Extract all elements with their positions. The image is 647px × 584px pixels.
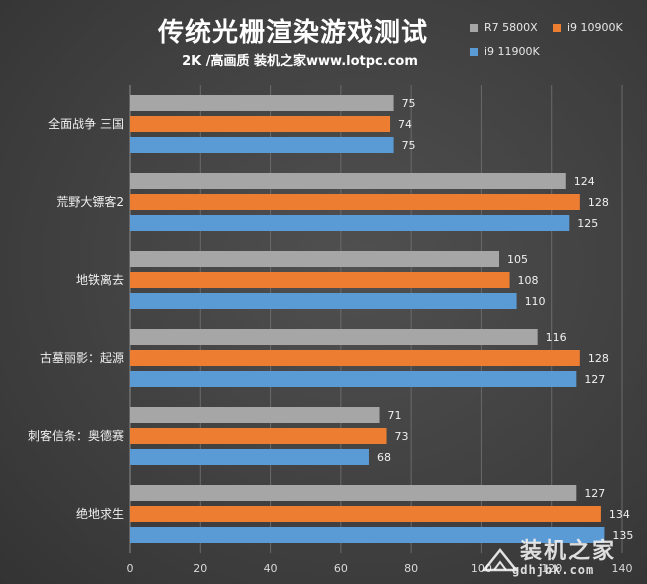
- bar: [130, 329, 538, 345]
- data-label: 128: [588, 196, 609, 209]
- bar: [130, 407, 380, 423]
- bar: [130, 137, 394, 153]
- category-label: 全面战争 三国: [48, 116, 124, 131]
- data-label: 116: [546, 331, 567, 344]
- data-label: 124: [574, 175, 595, 188]
- legend-label-i9-11900k: i9 11900K: [484, 45, 540, 58]
- data-label: 75: [402, 139, 416, 152]
- data-label: 75: [402, 97, 416, 110]
- x-tick-label-140: 140: [612, 562, 633, 575]
- bar: [130, 272, 510, 288]
- chart-subtitle: 2K /高画质 装机之家www.lotpc.com: [182, 54, 418, 69]
- x-tick-label-80: 80: [404, 562, 418, 575]
- x-tick-label-120: 120: [541, 562, 562, 575]
- bar: [130, 173, 566, 189]
- bar: [130, 449, 369, 465]
- x-tick-label-40: 40: [264, 562, 278, 575]
- data-label: 110: [525, 295, 546, 308]
- data-label: 134: [609, 508, 630, 521]
- x-tick-label-60: 60: [334, 562, 348, 575]
- bar: [130, 116, 391, 132]
- category-label: 古墓丽影：起源: [40, 350, 124, 365]
- chart-title: 传统光栅渲染游戏测试: [157, 18, 428, 48]
- data-label: 127: [584, 373, 605, 386]
- data-label: 127: [584, 487, 605, 500]
- bar: [130, 194, 580, 210]
- legend-item-i9-10900k: i9 10900K: [553, 21, 623, 34]
- bar: [130, 485, 577, 501]
- bar: [130, 95, 394, 111]
- category-label: 刺客信条：奥德赛: [28, 428, 124, 443]
- category-label: 地铁离去: [76, 272, 124, 287]
- bar: [130, 293, 517, 309]
- bar: [130, 371, 577, 387]
- data-label: 125: [577, 217, 598, 230]
- bar: [130, 350, 580, 366]
- legend-label-r7: R7 5800X: [484, 21, 538, 34]
- data-label: 71: [388, 409, 402, 422]
- legend-swatch-i9-11900k: [470, 47, 478, 56]
- legend-item-i9-11900k: i9 11900K: [470, 45, 540, 58]
- x-tick-label-0: 0: [127, 562, 134, 575]
- data-label: 135: [612, 529, 633, 542]
- x-tick-label-20: 20: [193, 562, 207, 575]
- bar: [130, 215, 570, 231]
- data-label: 108: [518, 274, 539, 287]
- legend-label-i9-10900k: i9 10900K: [567, 21, 623, 34]
- watermark-text: 装机之家: [520, 538, 617, 564]
- bar: [130, 527, 605, 543]
- watermark-url: gdhjbk.com: [512, 563, 595, 577]
- data-label: 105: [507, 253, 528, 266]
- data-label: 68: [377, 451, 391, 464]
- data-label: 74: [398, 118, 412, 131]
- category-label: 绝地求生: [76, 506, 124, 521]
- bar: [130, 428, 387, 444]
- legend-swatch-r7: [470, 23, 478, 32]
- legend-swatch-i9-10900k: [553, 23, 561, 32]
- legend-item-r7: R7 5800X: [470, 21, 538, 34]
- category-label: 荒野大镖客2: [56, 194, 124, 209]
- watermark-logo-icon: [481, 547, 519, 572]
- bar: [130, 251, 499, 267]
- bar: [130, 506, 601, 522]
- data-label: 128: [588, 352, 609, 365]
- data-label: 73: [395, 430, 409, 443]
